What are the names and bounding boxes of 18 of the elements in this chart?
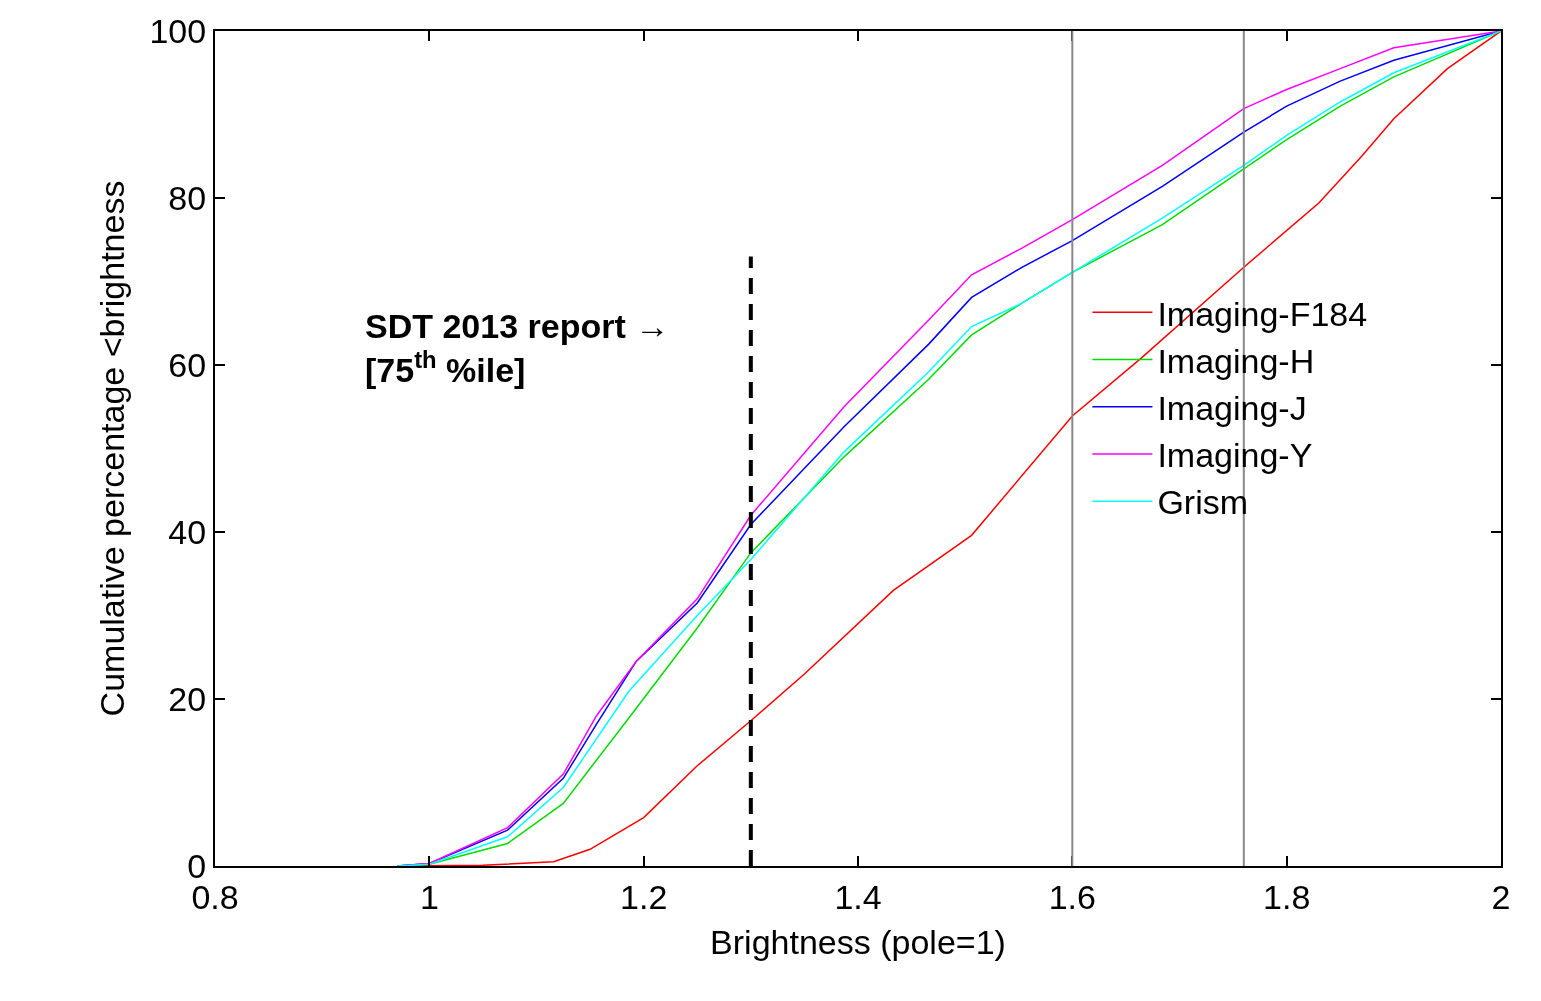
y-tick-label: 60 bbox=[168, 345, 207, 384]
legend-label: Imaging-J bbox=[1157, 389, 1307, 428]
annotation: SDT 2013 report → [75$^{th}$ %ile] bbox=[365, 307, 670, 390]
x-tick-label: 1.8 bbox=[1263, 877, 1311, 916]
x-tick-label: 1 bbox=[419, 877, 439, 916]
x-tick-label: 1.6 bbox=[1048, 877, 1096, 916]
y-tick-label: 40 bbox=[168, 512, 207, 551]
legend-label: Imaging-H bbox=[1157, 341, 1315, 380]
legend-label: Imaging-Y bbox=[1157, 436, 1313, 475]
y-axis-title: Cumulative percentage <brightness bbox=[92, 180, 131, 717]
legend-label: Grism bbox=[1157, 483, 1249, 522]
x-tick-label: 1.2 bbox=[620, 877, 668, 916]
x-tick-label: 1.4 bbox=[834, 877, 882, 916]
x-axis-title: Brightness (pole=1) bbox=[710, 922, 1006, 961]
y-tick-label: 80 bbox=[168, 178, 207, 217]
x-tick-label: 2 bbox=[1491, 877, 1511, 916]
y-tick-label: 100 bbox=[149, 11, 207, 50]
y-tick-label: 20 bbox=[168, 679, 207, 718]
